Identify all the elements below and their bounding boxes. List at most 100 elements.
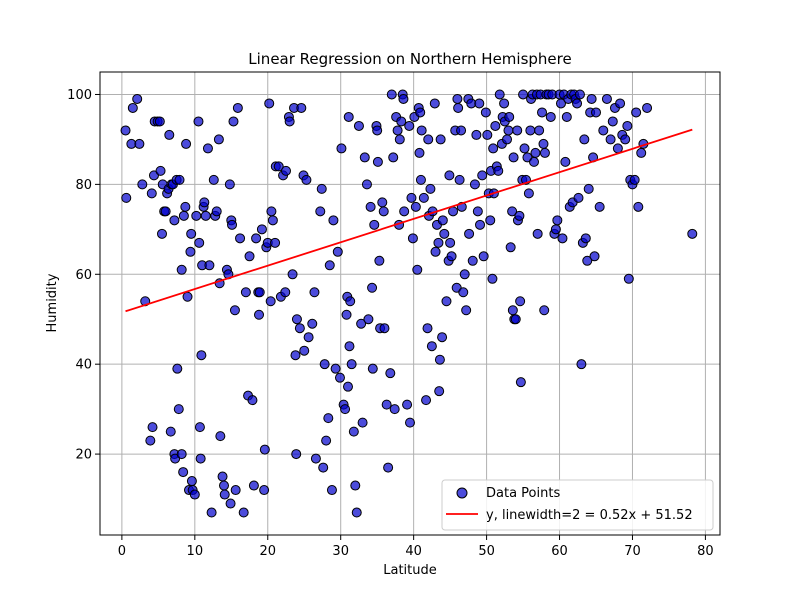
data-point: [422, 323, 433, 334]
data-point: [145, 435, 156, 446]
chart-title: Linear Regression on Northern Hemisphere: [248, 50, 571, 68]
data-point: [316, 183, 327, 194]
data-point: [515, 377, 526, 388]
data-point: [369, 219, 380, 230]
data-point: [507, 305, 518, 316]
x-tick-label-30: 30: [332, 544, 349, 559]
y-tick-label-60: 60: [75, 268, 92, 283]
data-point: [290, 350, 301, 361]
data-point: [529, 156, 539, 167]
data-point: [579, 134, 590, 145]
data-point: [414, 147, 425, 158]
regression-line-group: [125, 128, 693, 313]
data-point: [615, 98, 626, 109]
data-point: [631, 107, 642, 118]
y-axis-label: Humidity: [45, 273, 60, 332]
data-point: [185, 246, 196, 257]
data-point: [407, 233, 418, 244]
data-point: [344, 341, 355, 352]
data-point: [219, 480, 229, 491]
data-point: [189, 489, 200, 500]
data-point: [416, 125, 427, 136]
data-point: [146, 188, 157, 199]
data-point: [437, 332, 448, 343]
data-point: [435, 134, 446, 145]
data-point: [385, 368, 396, 379]
data-point: [607, 116, 618, 127]
x-tick-label-0: 0: [118, 544, 126, 559]
data-point: [591, 107, 601, 118]
data-point: [636, 147, 647, 158]
data-point: [254, 309, 265, 320]
data-point: [155, 165, 166, 176]
data-point: [454, 174, 465, 185]
data-point: [555, 98, 566, 109]
data-point: [561, 111, 572, 122]
data-point: [287, 269, 298, 280]
data-point: [423, 134, 434, 145]
data-point: [248, 480, 259, 491]
data-point: [265, 296, 276, 307]
y-tick-label-100: 100: [67, 88, 92, 103]
data-point: [487, 273, 498, 284]
data-point: [552, 215, 563, 226]
data-point: [178, 210, 189, 221]
data-point: [499, 98, 510, 109]
data-point: [281, 165, 291, 176]
data-point: [321, 435, 332, 446]
data-point: [213, 134, 224, 145]
x-tick-label-70: 70: [624, 544, 641, 559]
data-point: [537, 107, 548, 118]
data-point: [557, 233, 568, 244]
data-point: [580, 233, 591, 244]
data-point: [230, 485, 241, 496]
data-point: [323, 413, 334, 424]
data-point: [202, 143, 213, 154]
data-point: [191, 210, 202, 221]
data-point: [642, 102, 653, 113]
data-point: [425, 183, 436, 194]
data-point: [572, 98, 583, 109]
data-point: [309, 287, 320, 298]
data-point: [353, 120, 364, 131]
data-point: [404, 120, 415, 131]
data-point: [392, 125, 403, 136]
data-point: [539, 305, 550, 316]
legend: Data Points y, linewidth=2 = 0.52x + 51.…: [441, 479, 714, 531]
data-point: [160, 206, 171, 217]
data-point: [482, 129, 493, 140]
data-point: [582, 255, 593, 266]
data-point: [538, 138, 549, 149]
x-tick-label-10: 10: [187, 544, 204, 559]
data-point: [225, 498, 236, 509]
data-point: [176, 264, 187, 275]
data-point: [453, 102, 464, 113]
data-point: [157, 228, 167, 239]
data-point: [507, 206, 518, 217]
scatter-points: [120, 89, 698, 518]
data-point: [475, 219, 486, 230]
data-point: [182, 291, 193, 302]
data-point: [229, 305, 240, 316]
data-point: [186, 476, 197, 487]
data-point: [429, 98, 440, 109]
data-point: [251, 233, 262, 244]
data-point: [154, 116, 165, 127]
data-point: [494, 89, 505, 100]
data-point: [560, 156, 571, 167]
data-point: [343, 111, 354, 122]
data-point: [374, 255, 385, 266]
data-point: [121, 192, 132, 203]
data-point: [477, 170, 488, 181]
data-point: [437, 215, 448, 226]
data-point: [426, 341, 437, 352]
data-point: [472, 206, 483, 217]
data-point: [503, 125, 514, 136]
data-point: [530, 147, 541, 158]
data-point: [238, 507, 249, 518]
data-point: [299, 345, 310, 356]
data-point: [412, 264, 423, 275]
data-point: [365, 201, 376, 212]
data-point: [532, 228, 543, 239]
data-point: [219, 489, 230, 500]
